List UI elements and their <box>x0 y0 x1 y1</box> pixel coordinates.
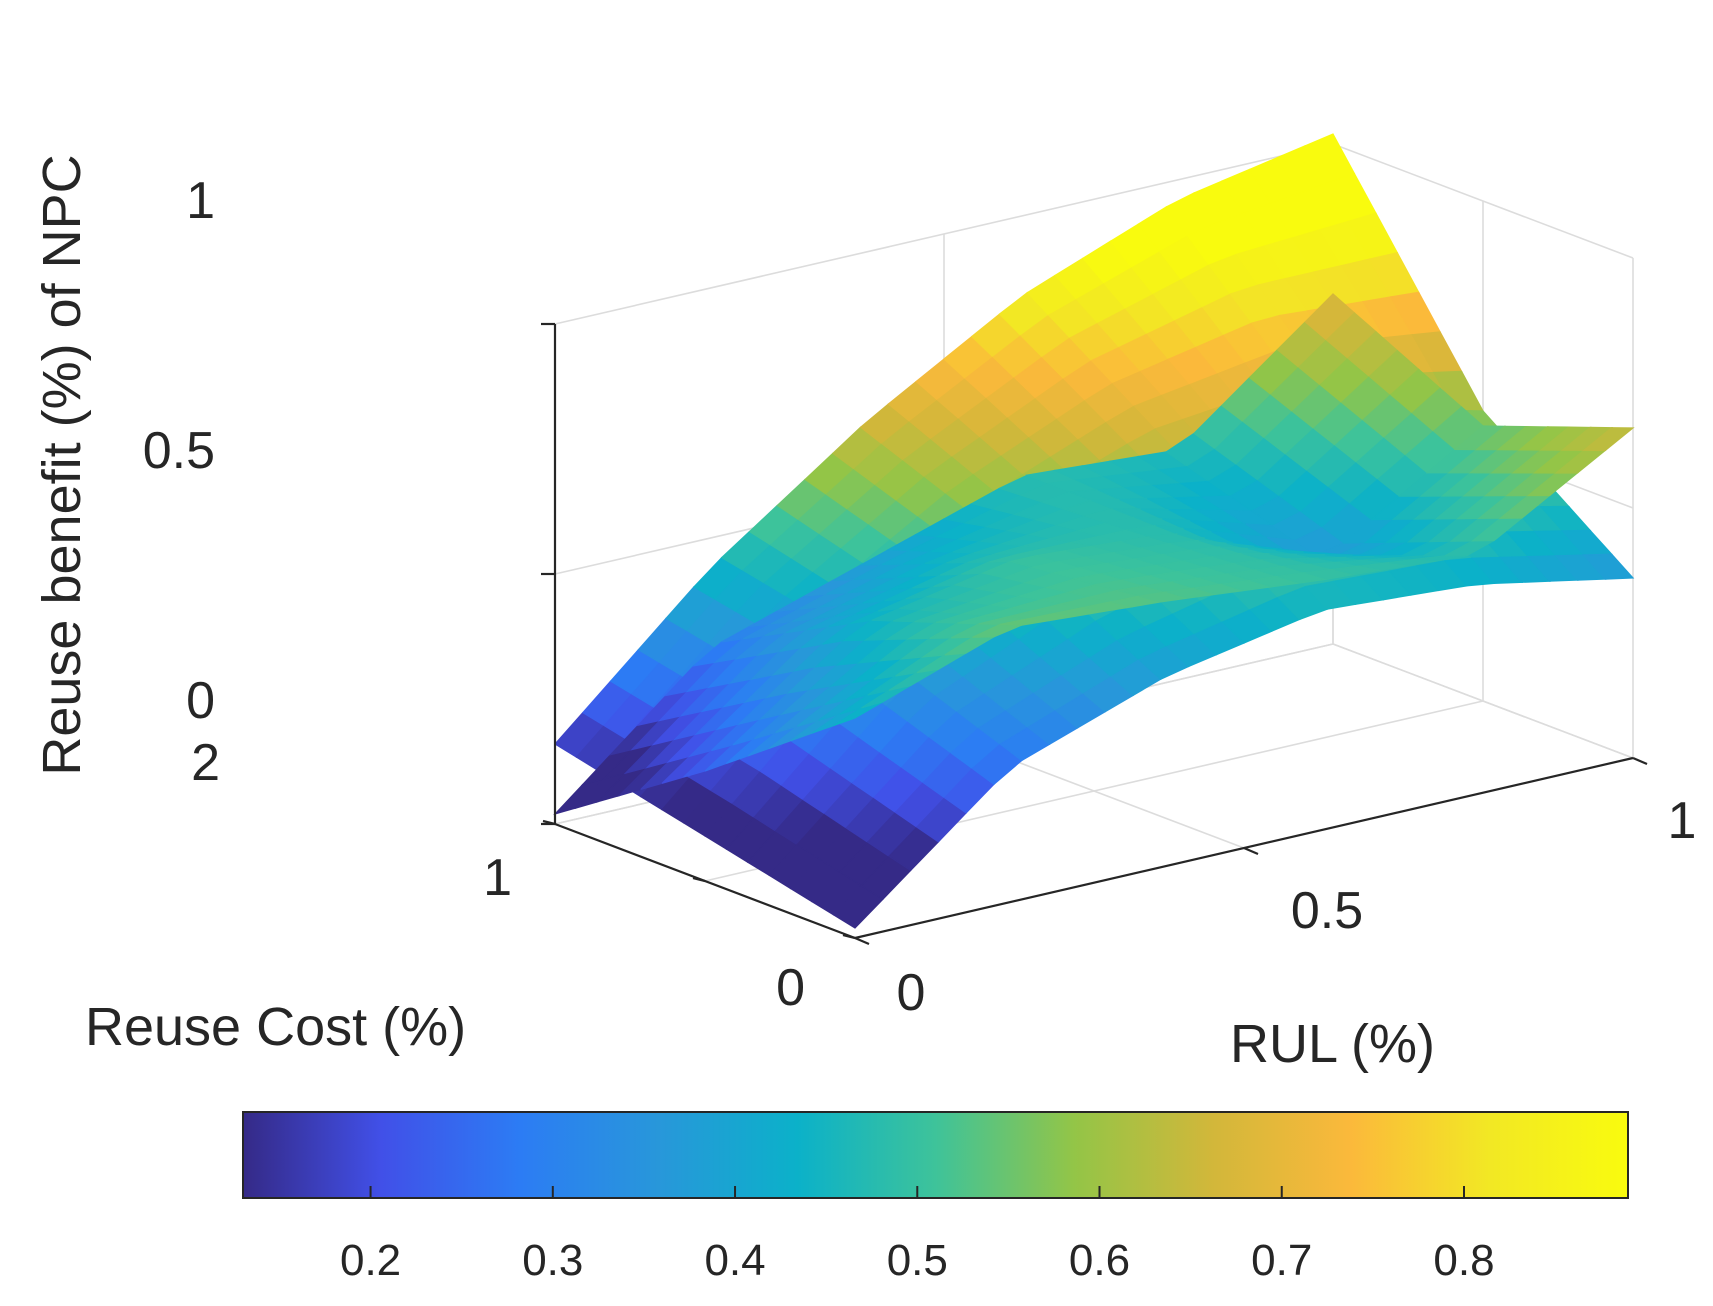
y-axis-label: Reuse Cost (%) <box>85 997 466 1057</box>
y-tick-mark <box>542 819 556 826</box>
colorbar: 0.2 0.3 0.4 0.5 0.6 0.7 0.8 <box>242 1111 1629 1285</box>
axes-lines <box>541 322 1648 946</box>
colorbar-tick-label: 0.8 <box>1433 1236 1494 1285</box>
y-tick-mark <box>842 933 856 940</box>
z-tick-label: 1 <box>186 172 215 230</box>
x-tick-mark <box>1632 756 1648 766</box>
surface-sheet-2 <box>553 293 1635 816</box>
surface-patch <box>1582 553 1635 580</box>
colorbar-tick-label: 0.5 <box>887 1236 948 1285</box>
y-tick-label: 2 <box>191 734 220 792</box>
x-axis-label: RUL (%) <box>1230 1014 1435 1074</box>
colorbar-gradient <box>242 1111 1629 1199</box>
x-tick-label: 0 <box>897 964 926 1022</box>
z-tick-label: 0 <box>186 672 215 730</box>
colorbar-tick-label: 0.6 <box>1069 1236 1130 1285</box>
x-tick-mark <box>1243 846 1259 856</box>
y-tick-mark <box>692 876 706 883</box>
y-tick-label: 0 <box>776 959 805 1017</box>
colorbar-tick-label: 0.2 <box>340 1236 401 1285</box>
z-axis-label: Reuse benefit (%) of NPC <box>32 154 92 775</box>
x-tick-label: 0.5 <box>1291 882 1363 940</box>
x-axis-ticks: 0 0.5 1 <box>897 792 1697 1022</box>
x-tick-mark <box>854 936 870 946</box>
z-axis-ticks: 0 0.5 1 <box>143 172 215 730</box>
colorbar-tick-label: 0.3 <box>522 1236 583 1285</box>
z-tick-label: 0.5 <box>143 422 215 480</box>
colorbar-tick-label: 0.7 <box>1251 1236 1312 1285</box>
y-tick-label: 1 <box>483 849 512 907</box>
x-tick-label: 1 <box>1668 792 1697 850</box>
colorbar-ticks: 0.2 0.3 0.4 0.5 0.6 0.7 0.8 <box>340 1186 1495 1285</box>
surface-patch <box>1582 427 1635 452</box>
y-axis-ticks: 0 1 2 <box>191 734 805 1017</box>
colorbar-tick-label: 0.4 <box>704 1236 765 1285</box>
surface-plot <box>553 133 1635 929</box>
